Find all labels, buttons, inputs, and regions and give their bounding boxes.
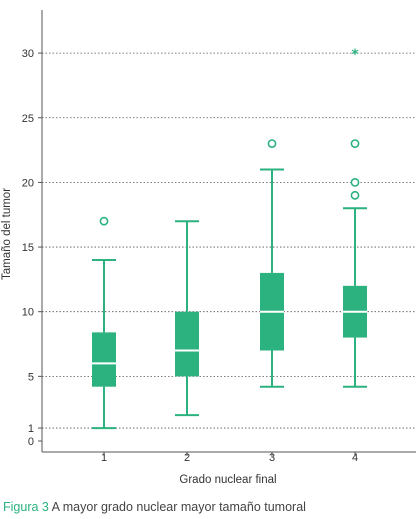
outlier-1-0 (99, 216, 109, 226)
box-group-2 (175, 220, 199, 417)
x-tick-label-1: 1 (101, 452, 107, 464)
y-tick-label-1: 1 (28, 423, 34, 435)
y-tick-label-20: 20 (22, 177, 34, 189)
iqr-box-2 (175, 311, 199, 377)
figure-label: Figura 3 (3, 500, 49, 514)
y-tick-label-15: 15 (22, 242, 34, 254)
outlier-4-2 (350, 190, 360, 200)
y-tick-label-30: 30 (22, 48, 34, 60)
outlier-3-0 (267, 139, 277, 149)
box-group-3 (260, 139, 284, 388)
x-tick-label-3: 3 (269, 452, 275, 464)
extreme-4-0: * (351, 47, 359, 63)
y-tick-label-10: 10 (22, 307, 34, 319)
outlier-4-0 (350, 139, 360, 149)
iqr-box-1 (92, 332, 116, 387)
axes (38, 10, 416, 456)
boxes: * (92, 47, 367, 430)
y-tick-label-25: 25 (22, 113, 34, 125)
y-tick-label-0: 0 (28, 436, 34, 448)
figure-caption: Figura 3 A mayor grado nuclear mayor tam… (3, 500, 306, 514)
y-tick-label-5: 5 (28, 371, 34, 383)
caption-text: A mayor grado nuclear mayor tamaño tumor… (48, 500, 306, 514)
outlier-4-1 (350, 177, 360, 187)
x-tick-label-2: 2 (184, 452, 190, 464)
x-axis-title: Grado nuclear final (179, 474, 276, 486)
y-axis-title: Tamaño del tumor (1, 188, 13, 280)
box-group-1 (92, 216, 116, 430)
box-group-4: * (343, 47, 367, 388)
x-tick-label-4: 4 (352, 452, 358, 464)
